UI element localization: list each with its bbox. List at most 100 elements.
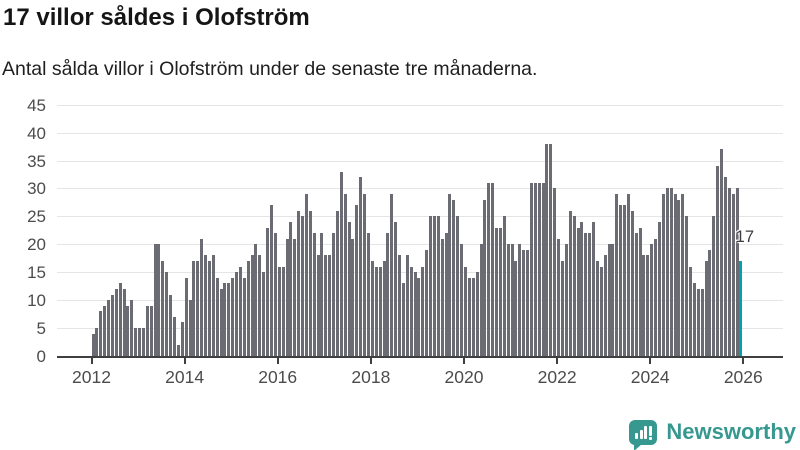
bar (696, 288, 700, 356)
x-axis-tick-label: 2022 (537, 367, 577, 387)
bar (188, 300, 192, 356)
bar (502, 216, 506, 356)
bar (196, 261, 200, 356)
bar (727, 188, 731, 356)
bar (316, 255, 320, 356)
bar (157, 244, 161, 356)
bar (324, 255, 328, 356)
bar (103, 305, 107, 356)
x-axis-tick (369, 358, 372, 364)
latest-value-label: 17 (735, 228, 754, 246)
bar (483, 199, 487, 356)
bar (374, 266, 378, 356)
x-axis-tick (463, 358, 465, 364)
bar (545, 143, 549, 356)
bar (720, 149, 724, 356)
newsworthy-brand: Newsworthy (629, 419, 796, 450)
bar (413, 272, 417, 356)
bar (448, 194, 452, 356)
bar (254, 244, 258, 356)
bar (250, 255, 254, 356)
bar (673, 194, 677, 356)
bar (386, 233, 390, 356)
bar (370, 261, 374, 356)
bar (681, 194, 685, 356)
bar (460, 244, 464, 356)
bar (258, 255, 262, 356)
bar (452, 199, 456, 356)
bar (576, 227, 580, 356)
y-axis-tick-label: 5 (36, 319, 46, 339)
bar (378, 266, 382, 356)
gridline (57, 104, 783, 106)
y-axis-tick-label: 30 (27, 179, 46, 199)
bar (557, 238, 561, 356)
bar (665, 188, 669, 356)
bar (463, 266, 467, 356)
bar (122, 288, 126, 356)
bar (351, 238, 355, 356)
y-axis-tick-label: 20 (27, 235, 46, 255)
bar (231, 277, 235, 356)
page-subtitle: Antal sålda villor i Olofström under de … (2, 58, 538, 80)
bar (661, 194, 665, 356)
bar (506, 244, 510, 356)
bar (471, 277, 475, 356)
bar (716, 166, 720, 356)
bar (297, 210, 301, 356)
bar (526, 249, 530, 356)
x-axis-tick-label: 2016 (258, 367, 298, 387)
gridline (57, 272, 783, 274)
bar (293, 238, 297, 356)
bar (138, 328, 142, 356)
bar (238, 266, 242, 356)
bar (401, 283, 405, 356)
bar (432, 216, 436, 356)
x-axis-tick (183, 358, 186, 364)
bar (553, 188, 557, 356)
bar (192, 261, 196, 356)
bar (592, 221, 596, 356)
bar (301, 216, 305, 356)
bar (145, 305, 149, 356)
bar (211, 255, 215, 356)
bar (184, 277, 188, 356)
y-axis-tick-label: 15 (27, 263, 46, 283)
x-axis-tick-label: 2012 (72, 367, 111, 387)
bar (642, 255, 646, 356)
bar (281, 266, 285, 356)
bar (549, 143, 553, 356)
x-axis-tick (276, 358, 279, 364)
bar (153, 244, 157, 356)
bar (475, 272, 479, 356)
bar (99, 311, 103, 356)
gridline (57, 132, 783, 134)
y-axis-tick-label: 25 (27, 207, 46, 227)
y-axis-tick-label: 45 (27, 95, 46, 115)
bar (619, 205, 623, 356)
bar (130, 300, 134, 356)
y-axis-tick-label: 35 (27, 151, 46, 171)
bar (479, 244, 483, 356)
bar (227, 283, 231, 356)
bar (246, 261, 250, 356)
bar (440, 238, 444, 356)
bar (588, 233, 592, 356)
gridline (57, 188, 783, 190)
bar (149, 305, 153, 356)
bar (363, 194, 367, 356)
bar (180, 322, 184, 356)
bar (584, 233, 588, 356)
newsworthy-logo-icon (629, 419, 658, 450)
bar (269, 205, 273, 356)
bar (611, 244, 615, 356)
bar (165, 272, 169, 356)
x-axis-line (57, 356, 783, 358)
bar (289, 221, 293, 356)
bar (541, 182, 545, 356)
bar (677, 199, 681, 356)
bar (332, 233, 336, 356)
bar (425, 249, 429, 356)
x-axis-tick (742, 358, 745, 364)
